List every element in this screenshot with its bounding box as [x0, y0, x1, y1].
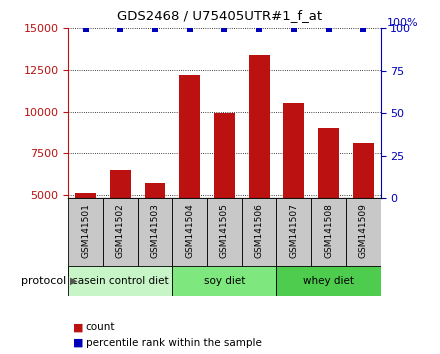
Point: [360, 26, 367, 32]
Bar: [283, 103, 304, 278]
Point: [290, 26, 297, 32]
Text: ▶: ▶: [70, 275, 78, 286]
Bar: [145, 183, 165, 278]
Bar: [214, 113, 235, 278]
Text: casein control diet: casein control diet: [72, 275, 169, 286]
Text: percentile rank within the sample: percentile rank within the sample: [86, 338, 262, 348]
Text: protocol: protocol: [21, 275, 66, 286]
Bar: [311, 198, 346, 276]
Bar: [179, 75, 200, 278]
Text: soy diet: soy diet: [204, 275, 245, 286]
Bar: [346, 198, 381, 276]
Point: [82, 26, 89, 32]
Text: GSM141502: GSM141502: [116, 203, 125, 258]
Text: count: count: [86, 322, 115, 332]
Text: GSM141507: GSM141507: [290, 203, 298, 258]
Text: ■: ■: [73, 322, 83, 332]
Text: GSM141508: GSM141508: [324, 203, 333, 258]
Text: GSM141503: GSM141503: [150, 203, 159, 258]
Bar: [207, 198, 242, 276]
Text: GDS2468 / U75405UTR#1_f_at: GDS2468 / U75405UTR#1_f_at: [117, 9, 323, 22]
Bar: [249, 55, 270, 278]
Bar: [75, 193, 96, 278]
Point: [117, 26, 124, 32]
Bar: [172, 266, 276, 296]
Text: GSM141506: GSM141506: [255, 203, 264, 258]
Bar: [172, 198, 207, 276]
Bar: [103, 198, 138, 276]
Bar: [68, 198, 103, 276]
Bar: [110, 170, 131, 278]
Text: ■: ■: [73, 338, 83, 348]
Bar: [242, 198, 276, 276]
Bar: [68, 266, 172, 296]
Bar: [138, 198, 172, 276]
Point: [221, 26, 228, 32]
Text: GSM141505: GSM141505: [220, 203, 229, 258]
Text: GSM141504: GSM141504: [185, 203, 194, 258]
Point: [186, 26, 193, 32]
Text: whey diet: whey diet: [303, 275, 354, 286]
Text: GSM141501: GSM141501: [81, 203, 90, 258]
Text: GSM141509: GSM141509: [359, 203, 368, 258]
Point: [325, 26, 332, 32]
Bar: [276, 266, 381, 296]
Point: [256, 26, 263, 32]
Point: [151, 26, 158, 32]
Bar: [276, 198, 311, 276]
Text: 100%: 100%: [387, 18, 418, 28]
Bar: [318, 128, 339, 278]
Bar: [353, 143, 374, 278]
